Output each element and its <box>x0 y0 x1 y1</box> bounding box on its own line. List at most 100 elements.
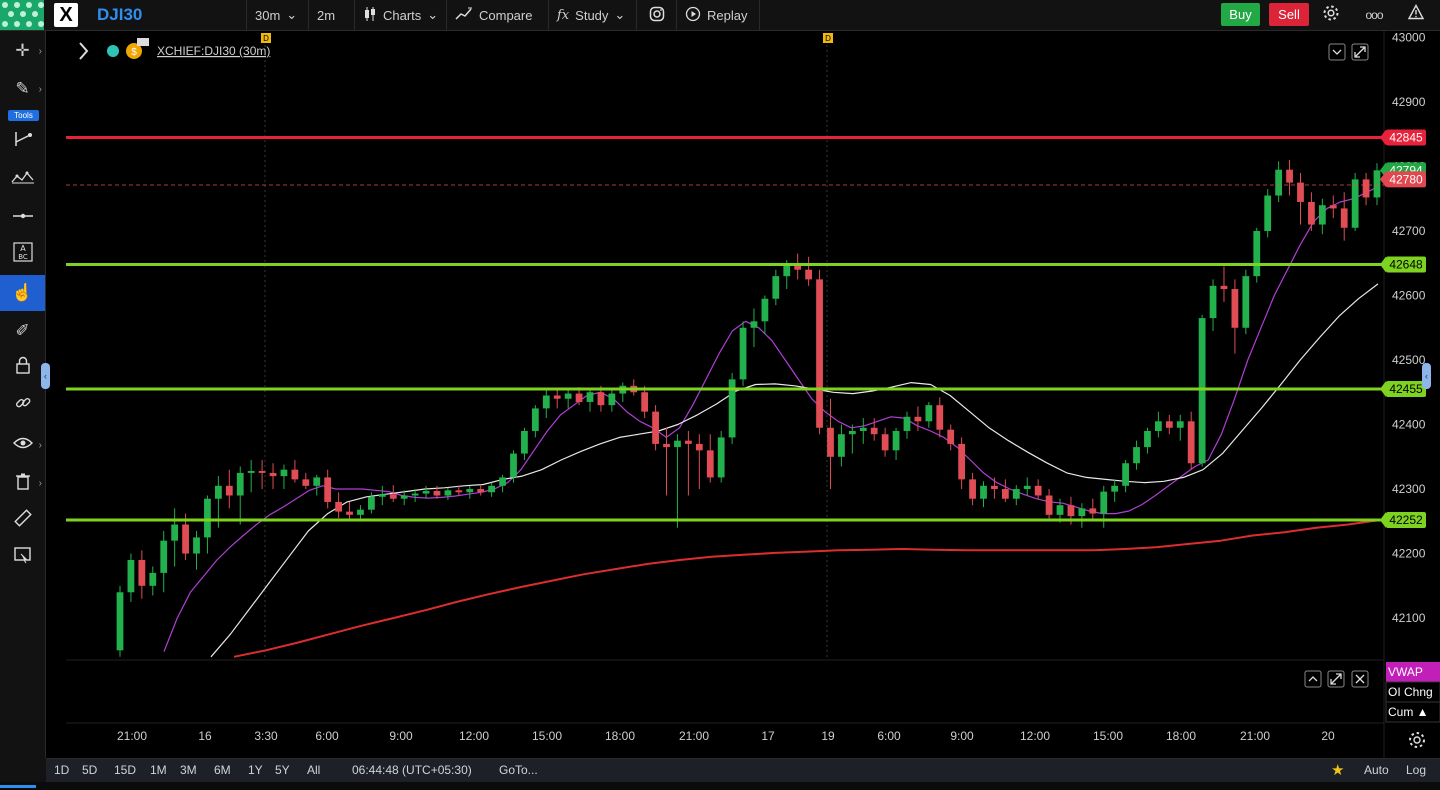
charts-dropdown[interactable]: Charts ⌄ <box>354 0 446 30</box>
goto-button[interactable]: GoTo... <box>499 763 538 777</box>
sidebar-collapse-handle[interactable]: ‹ <box>41 363 50 389</box>
candle[interactable] <box>269 463 277 490</box>
candle[interactable] <box>149 566 157 596</box>
candle[interactable] <box>466 485 474 499</box>
indicator-pane-close-button[interactable] <box>1351 670 1369 688</box>
candle[interactable] <box>586 389 594 412</box>
replay-button[interactable]: Replay <box>676 0 760 30</box>
candle[interactable] <box>663 427 670 496</box>
candle[interactable] <box>204 495 211 554</box>
candle[interactable] <box>389 485 397 502</box>
symbol-search[interactable]: DJI30 <box>97 5 143 24</box>
candle[interactable] <box>1034 479 1042 499</box>
candle[interactable] <box>444 487 452 501</box>
candle[interactable] <box>542 389 550 419</box>
candle[interactable] <box>1362 172 1370 206</box>
cum-legend-box[interactable] <box>1385 701 1440 723</box>
candle[interactable] <box>1198 314 1206 467</box>
candle[interactable] <box>1275 161 1283 202</box>
candle[interactable] <box>400 490 408 506</box>
interval-dropdown[interactable]: 30m ⌄ <box>246 0 308 30</box>
crosshair-tool-button[interactable]: ✛ › <box>0 33 45 69</box>
candle[interactable] <box>1329 195 1337 219</box>
candle[interactable] <box>378 485 386 506</box>
candle[interactable] <box>411 489 419 502</box>
visibility-tool-button[interactable]: › <box>0 427 45 463</box>
candle[interactable] <box>1297 172 1304 225</box>
more-options-icon[interactable]: ooo <box>1365 8 1383 22</box>
candle[interactable] <box>1264 189 1272 238</box>
pane-maximize-button[interactable] <box>1351 43 1369 61</box>
compare-button[interactable]: Compare <box>446 0 548 30</box>
candle[interactable] <box>903 411 911 439</box>
candle[interactable] <box>608 389 616 412</box>
candle[interactable] <box>193 530 200 570</box>
event-marker-2[interactable] <box>823 33 833 43</box>
range-6m-button[interactable]: 6M <box>214 763 231 777</box>
candle[interactable] <box>739 321 747 386</box>
range-5d-button[interactable]: 5D <box>82 763 98 777</box>
candle[interactable] <box>1111 479 1119 502</box>
candle[interactable] <box>225 469 233 509</box>
candle[interactable] <box>1012 485 1020 506</box>
study-dropdown[interactable]: fx Study ⌄ <box>548 0 636 30</box>
range-3m-button[interactable]: 3M <box>180 763 197 777</box>
pattern-tool-button[interactable] <box>0 161 45 197</box>
candle[interactable] <box>1242 269 1250 335</box>
candle[interactable] <box>455 485 463 496</box>
auto-scale-button[interactable]: Auto <box>1364 763 1389 777</box>
candle[interactable] <box>1253 227 1261 283</box>
candle[interactable] <box>553 389 561 409</box>
candle[interactable] <box>531 405 539 438</box>
candle[interactable] <box>838 424 845 467</box>
candle[interactable] <box>127 553 135 602</box>
candle[interactable] <box>969 472 976 506</box>
candle[interactable] <box>1187 411 1195 470</box>
candle[interactable] <box>674 434 681 528</box>
app-logo-icon[interactable]: X <box>54 3 78 27</box>
range-all-button[interactable]: All <box>307 763 321 777</box>
instagram-button[interactable] <box>636 0 676 30</box>
candle[interactable] <box>564 389 572 409</box>
candle[interactable] <box>728 372 736 444</box>
pane-collapse-button[interactable] <box>1328 43 1346 61</box>
candle[interactable] <box>805 256 813 286</box>
candle[interactable] <box>510 450 517 483</box>
candle[interactable] <box>1176 414 1184 441</box>
candle[interactable] <box>706 434 714 483</box>
delete-tool-button[interactable]: › <box>0 465 45 501</box>
secondary-interval-button[interactable]: 2m <box>308 0 354 30</box>
candle[interactable] <box>1286 160 1293 196</box>
candle[interactable] <box>772 269 780 306</box>
candle[interactable] <box>1122 460 1129 493</box>
candle[interactable] <box>236 466 244 525</box>
candle[interactable] <box>827 398 834 490</box>
price-chart[interactable]: 4300042900428004270042600425004240042300… <box>46 31 1440 758</box>
cursor-tool-button[interactable]: ☝ <box>0 275 45 311</box>
candle[interactable] <box>302 472 310 490</box>
indicator-pane-maximize-button[interactable] <box>1327 670 1345 688</box>
candle[interactable] <box>925 401 933 428</box>
candle[interactable] <box>171 508 179 567</box>
candle[interactable] <box>652 405 659 451</box>
candle[interactable] <box>1133 440 1140 470</box>
highlighter-tool-button[interactable]: ✐ <box>0 313 45 349</box>
line-tool-button[interactable] <box>0 198 45 234</box>
indicator-pane-up-button[interactable] <box>1304 670 1322 688</box>
chart-settings-gear-icon[interactable] <box>1409 732 1425 748</box>
candle[interactable] <box>291 460 299 483</box>
candle[interactable] <box>1078 503 1086 528</box>
candle[interactable] <box>859 418 867 444</box>
candle[interactable] <box>280 464 288 490</box>
candle[interactable] <box>247 460 255 493</box>
clock-timezone[interactable]: 06:44:48 (UTC+05:30) <box>352 763 472 777</box>
lock-tool-button[interactable] <box>0 349 45 385</box>
candle[interactable] <box>422 485 430 499</box>
candle[interactable] <box>1340 192 1348 241</box>
candle[interactable] <box>848 424 856 454</box>
candle[interactable] <box>1231 279 1239 354</box>
candle[interactable] <box>750 308 758 348</box>
candle[interactable] <box>1209 279 1217 331</box>
candle[interactable] <box>313 474 321 496</box>
range-1m-button[interactable]: 1M <box>150 763 167 777</box>
